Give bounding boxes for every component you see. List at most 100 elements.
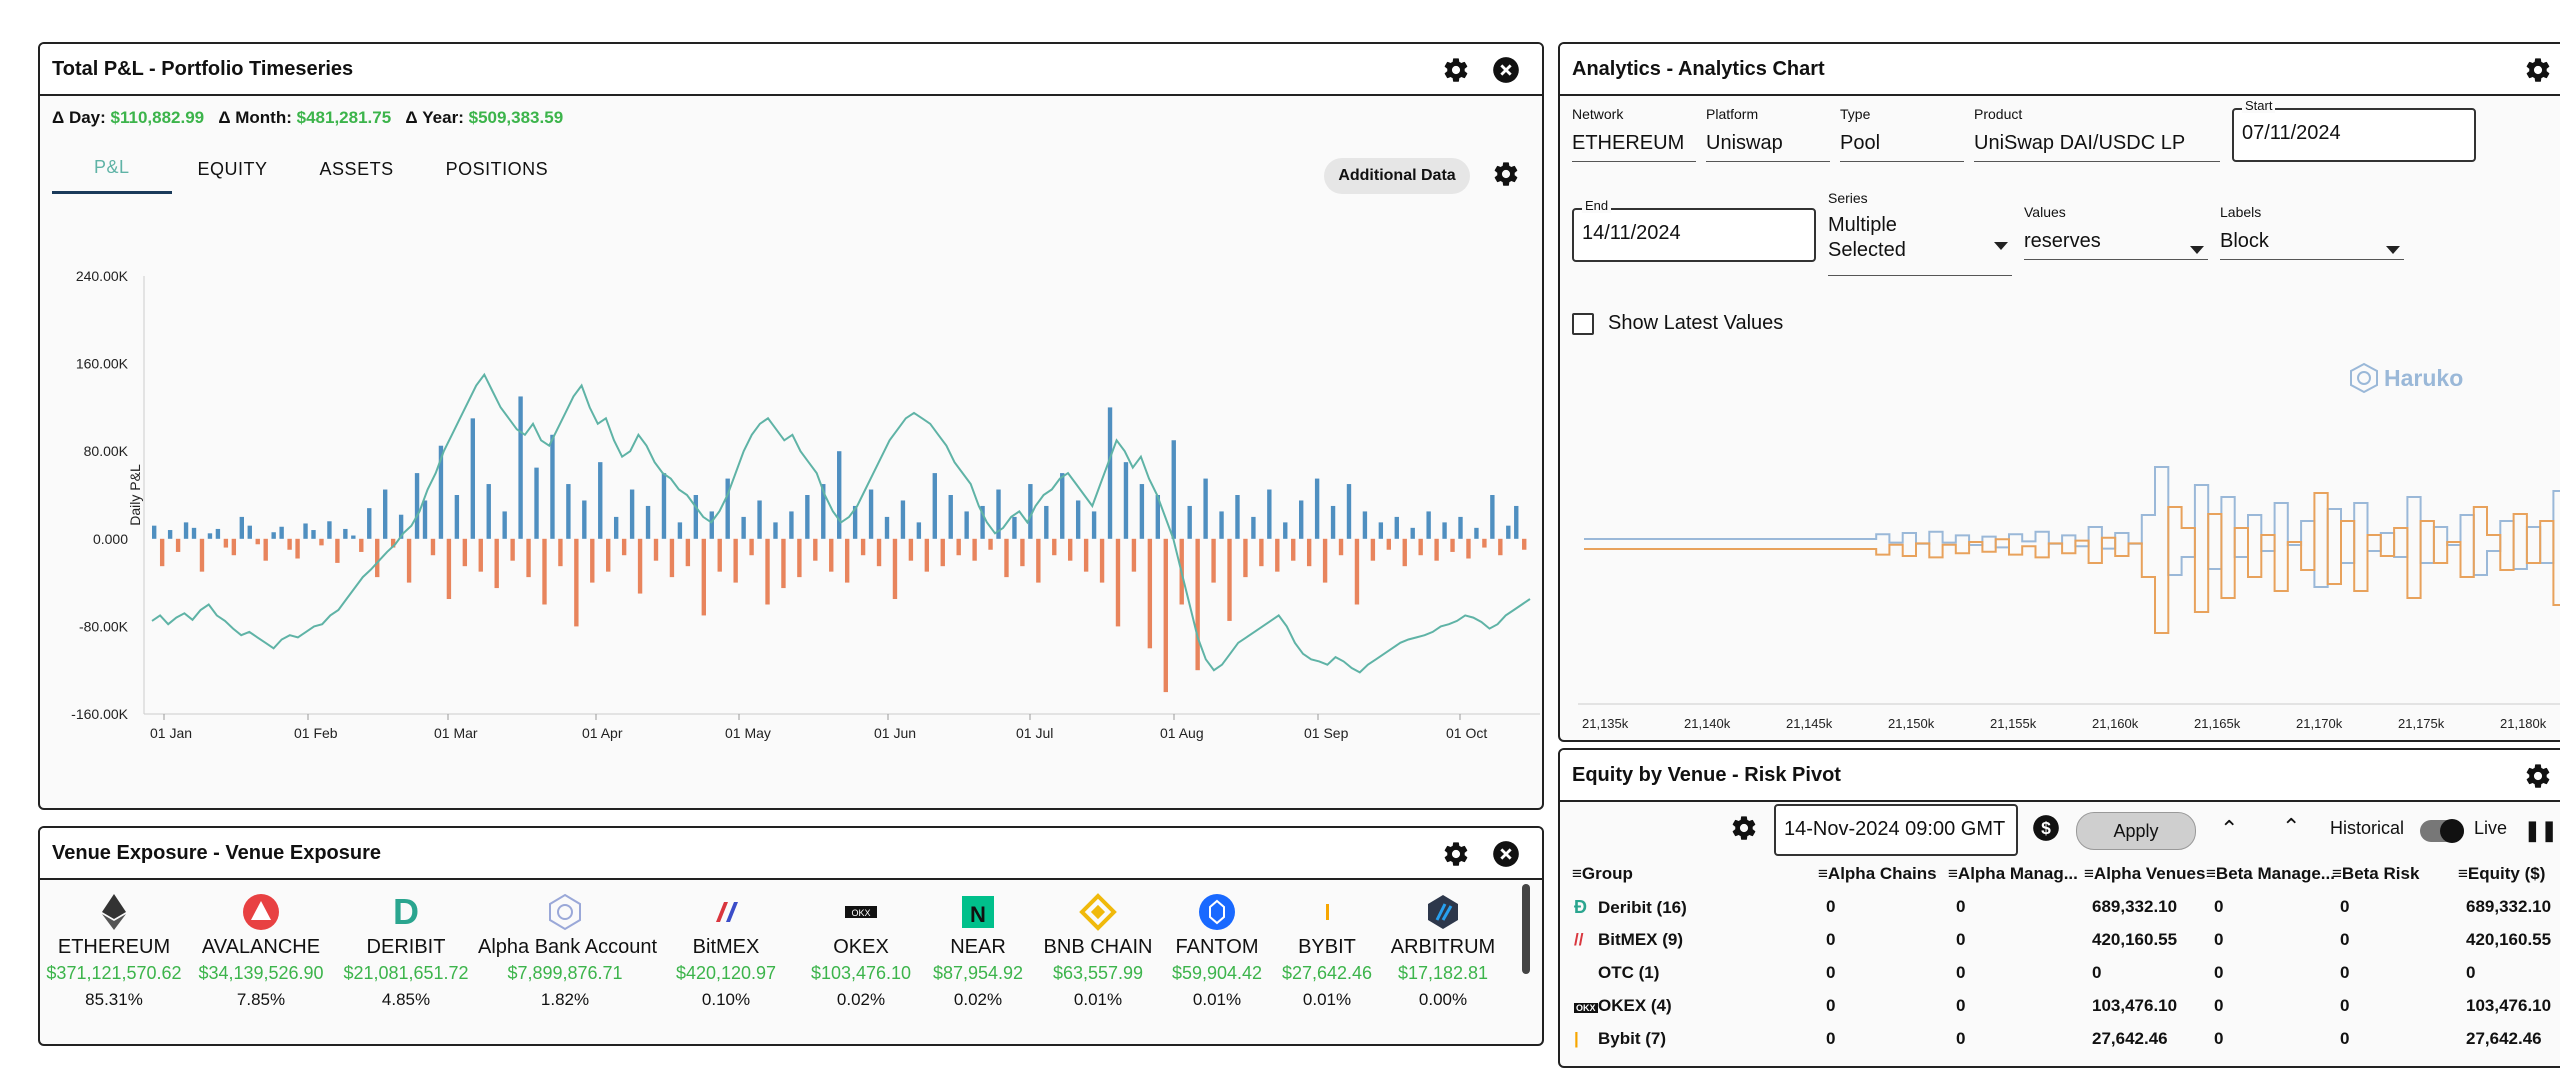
pnl-bar: [375, 538, 380, 578]
venue-name: DERIBIT: [366, 936, 446, 958]
table-row[interactable]: Ð Deribit (16) 0 0 689,332.10 0 0 689,332.10: [1560, 891, 2560, 924]
pnl-deltas: Δ Day: $110,882.99 Δ Month: $481,281.75 …: [52, 108, 563, 128]
table-cell: 420,160.55: [2466, 930, 2552, 949]
column-header[interactable]: ≡Beta Manage...: [2206, 864, 2335, 883]
venue-list: ETHEREUM $371,121,570.62 85.31% AVALANCHE $3…: [40, 884, 1520, 1044]
column-header[interactable]: ≡Alpha Venues: [2084, 864, 2206, 883]
venue-item[interactable]: ARBITRUM $17,182.81 0.00%: [1382, 884, 1504, 1044]
live-toggle[interactable]: [2420, 819, 2464, 843]
tab-equity[interactable]: EQUITY: [197, 158, 268, 179]
column-header[interactable]: ≡Alpha Manag...: [1948, 864, 2078, 883]
column-header[interactable]: ≡Alpha Chains: [1818, 864, 1937, 883]
gear-icon[interactable]: [1442, 56, 1470, 84]
column-header[interactable]: ≡Group: [1572, 864, 1633, 883]
pnl-bar: [621, 538, 627, 556]
pnl-bar: [908, 538, 914, 561]
table-cell: 689,332.10: [2466, 897, 2552, 916]
venue-item[interactable]: AVALANCHE $34,139,526.90 7.85%: [188, 884, 334, 1044]
currency-icon[interactable]: $: [2032, 814, 2060, 842]
venue-item[interactable]: FANTOM $59,904.42 0.01%: [1162, 884, 1272, 1044]
y-tick-label: -160.00K: [71, 706, 128, 722]
apply-button[interactable]: Apply: [2076, 812, 2196, 850]
gear-icon[interactable]: [2524, 56, 2552, 84]
table-cell: 0: [2340, 930, 2350, 949]
table-cell: 103,476.10: [2466, 996, 2552, 1015]
venue-item[interactable]: Alpha Bank Account $7,899,876.71 1.82%: [478, 884, 657, 1044]
venue-item[interactable]: D DERIBIT $21,081,651.72 4.85%: [334, 884, 478, 1044]
venue-item[interactable]: BNB CHAIN $63,557.99 0.01%: [1034, 884, 1162, 1044]
tab-pnl[interactable]: P&L: [52, 144, 172, 194]
table-row[interactable]: OTC (1) 0 0 0 0 0 0: [1560, 957, 2560, 990]
venue-percent: 85.31%: [85, 990, 143, 1009]
venue-item[interactable]: BitMEX $420,120.97 0.10%: [652, 884, 800, 1044]
venue-item[interactable]: ETHEREUM $371,121,570.62 85.31%: [40, 884, 188, 1044]
delta-month-value: $481,281.75: [296, 108, 392, 127]
table-header-row: ≡Group ≡Alpha Chains ≡Alpha Manag... ≡Alpha…: [1560, 858, 2560, 891]
type-value: Pool: [1840, 132, 1964, 162]
pnl-bar: [1259, 538, 1264, 567]
pnl-bar: [1306, 538, 1312, 567]
table-row[interactable]: OKX OKEX (4) 0 0 103,476.10 0 0 103,476.10: [1560, 990, 2560, 1023]
pnl-bar: [884, 516, 890, 539]
platform-field[interactable]: Platform Uniswap: [1706, 106, 1830, 162]
pnl-bar: [438, 445, 444, 539]
type-field[interactable]: Type Pool: [1840, 106, 1964, 162]
venue-item[interactable]: BYBIT $27,642.46 0.01%: [1272, 884, 1382, 1044]
x-tick-label: 01 Jan: [150, 725, 192, 741]
pnl-bar: [1075, 500, 1081, 539]
tab-positions[interactable]: POSITIONS: [445, 158, 549, 179]
close-icon[interactable]: [1492, 840, 1520, 868]
venue-item[interactable]: OKX OKEX $103,476.10 0.02%: [800, 884, 922, 1044]
pnl-bar: [295, 538, 300, 559]
checkbox[interactable]: [1572, 312, 1594, 335]
pnl-bar: [1004, 538, 1009, 578]
close-icon[interactable]: [1492, 56, 1520, 84]
equity-line: [151, 372, 1531, 674]
collapse-icon[interactable]: ⌃: [2220, 816, 2239, 841]
pnl-bar: [1052, 538, 1057, 556]
pnl-bar: [1195, 538, 1200, 671]
gear-icon[interactable]: [1730, 814, 1758, 842]
pnl-bar: [319, 538, 324, 546]
table-row[interactable]: // BitMEX (9) 0 0 420,160.55 0 0 420,160.55: [1560, 924, 2560, 957]
tab-assets[interactable]: ASSETS: [319, 158, 394, 179]
pnl-bar: [1410, 527, 1415, 539]
datetime-input[interactable]: 14-Nov-2024 09:00 GMT: [1774, 804, 2018, 856]
labels-select[interactable]: Labels Block: [2220, 204, 2404, 260]
gear-icon[interactable]: [1492, 160, 1520, 188]
column-header[interactable]: ≡Equity ($): [2458, 864, 2546, 883]
pnl-bar: [263, 538, 268, 561]
end-date-input[interactable]: End 14/11/2024: [1572, 198, 1816, 262]
pnl-chart: 240.00K 160.00K 80.00K 0.000 -80.00K -160.00K…: [71, 268, 1540, 741]
expand-icon[interactable]: ⌃: [2282, 814, 2301, 839]
analytics-panel-title: Analytics - Analytics Chart: [1572, 57, 1825, 80]
venue-percent: 0.00%: [1418, 990, 1468, 1009]
venue-item[interactable]: N NEAR $87,954.92 0.02%: [922, 884, 1034, 1044]
values-label: Values: [2024, 204, 2066, 220]
pause-icon[interactable]: ❚❚: [2524, 820, 2558, 842]
show-latest-toggle[interactable]: Show Latest Values: [1572, 312, 1783, 335]
group-cell: // BitMEX (9): [1574, 930, 1683, 950]
bnb-icon: [1078, 892, 1118, 932]
column-header[interactable]: ≡Beta Risk: [2332, 864, 2420, 883]
pnl-bar: [223, 538, 229, 548]
venue-value: $59,904.42: [1171, 963, 1263, 983]
values-select[interactable]: Values reserves: [2024, 204, 2208, 260]
pnl-bar: [303, 523, 308, 539]
pnl-bar: [159, 538, 165, 567]
pnl-bar: [1370, 538, 1376, 561]
table-row[interactable]: | Bybit (7) 0 0 27,642.46 0 0 27,642.46: [1560, 1023, 2560, 1056]
product-field[interactable]: Product UniSwap DAI/USDC LP: [1974, 106, 2220, 162]
x-tick-label: 21,165k: [2194, 716, 2241, 731]
pnl-bar: [1426, 511, 1431, 539]
network-field[interactable]: Network ETHEREUM: [1572, 106, 1696, 162]
series-select[interactable]: Series Multiple Selected: [1828, 190, 2012, 276]
pnl-panel-header: Total P&L - Portfolio Timeseries: [40, 44, 1542, 96]
gear-icon[interactable]: [1442, 840, 1470, 868]
table-cell: 27,642.46: [2466, 1029, 2542, 1048]
pnl-bar: [1394, 516, 1399, 539]
start-date-input[interactable]: Start 07/11/2024: [2232, 98, 2476, 162]
additional-data-button[interactable]: Additional Data: [1324, 158, 1470, 194]
gear-icon[interactable]: [2524, 762, 2552, 790]
venue-scrollbar[interactable]: [1522, 884, 1530, 974]
